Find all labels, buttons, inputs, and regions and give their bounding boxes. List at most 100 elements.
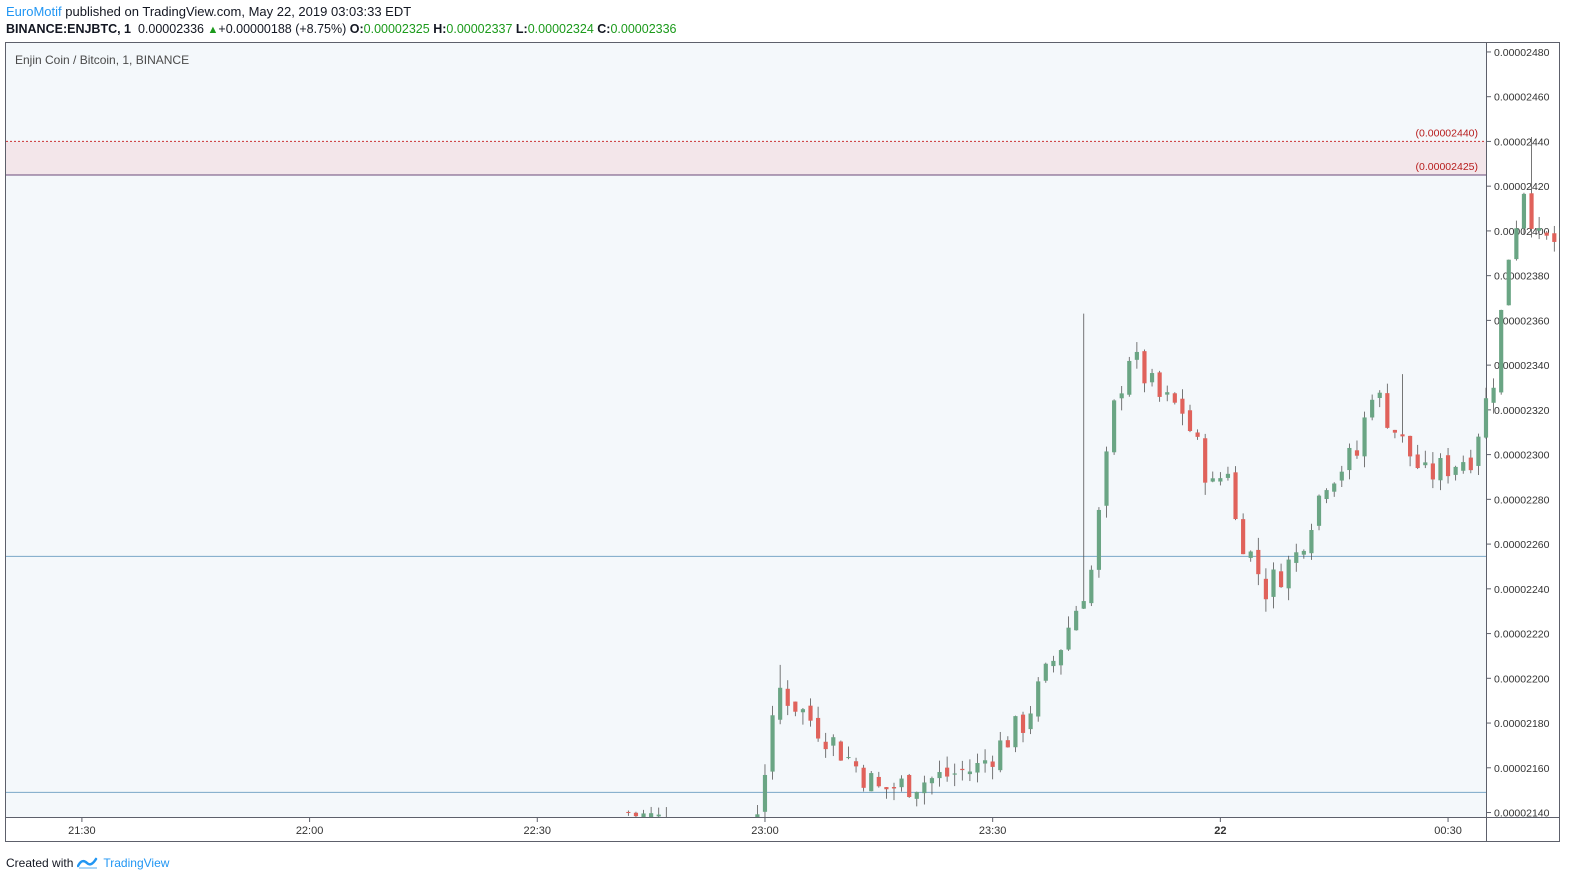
candle-down xyxy=(1187,410,1193,432)
candle-down xyxy=(1020,714,1026,733)
candle-down xyxy=(891,787,897,789)
candle-up xyxy=(1013,716,1018,748)
candle-up xyxy=(1112,400,1117,453)
candle-down xyxy=(1203,438,1208,483)
candle-up xyxy=(899,778,904,788)
price-tick-label: 0.00002460 xyxy=(1494,92,1550,104)
high-label: H: xyxy=(433,22,447,36)
candle-down xyxy=(990,761,995,767)
candle-up xyxy=(778,687,783,720)
price-tick-label: 0.00002420 xyxy=(1494,181,1550,193)
candle-up xyxy=(1286,559,1291,589)
candle-up xyxy=(1043,663,1048,681)
candle-down xyxy=(1195,432,1200,437)
candle-up xyxy=(952,773,957,775)
price-chart[interactable]: Enjin Coin / Bitcoin, 1, BINANCE (0.00002… xyxy=(5,42,1560,842)
candle-up xyxy=(922,782,927,794)
candle-up xyxy=(755,814,760,817)
time-tick-label: 23:30 xyxy=(979,825,1007,837)
candle-up xyxy=(1499,309,1504,393)
candle-down xyxy=(1385,393,1390,428)
symbol-ohlc-line: BINANCE:ENJBTC, 1 0.00002336 ▲+0.0000018… xyxy=(6,21,677,38)
candle-up xyxy=(656,814,661,817)
candle-up xyxy=(1521,193,1527,229)
time-tick-label: 22:00 xyxy=(296,825,324,837)
candle-up xyxy=(1248,551,1253,558)
candle-down xyxy=(1157,372,1162,397)
candle-up xyxy=(1028,713,1033,730)
price-change: +0.00000188 (+8.75%) xyxy=(218,22,347,36)
candle-down xyxy=(1544,232,1549,236)
candle-up xyxy=(1362,417,1367,457)
tradingview-brand-link[interactable]: TradingView xyxy=(103,856,170,870)
zone-bottom-label: (0.00002425) xyxy=(1416,161,1478,173)
candle-down xyxy=(960,768,965,771)
price-tick-label: 0.00002300 xyxy=(1494,450,1550,462)
candle-up xyxy=(1271,569,1276,597)
candle-up xyxy=(1309,530,1314,554)
candle-down xyxy=(838,741,843,761)
candle-up xyxy=(1225,473,1231,478)
candle-up xyxy=(1036,681,1041,717)
zone-top-label: (0.00002440) xyxy=(1416,127,1478,139)
candle-up xyxy=(1483,398,1489,438)
candle-up xyxy=(1514,228,1519,260)
candle-down xyxy=(1256,549,1261,575)
price-tick-label: 0.00002140 xyxy=(1494,808,1550,820)
candle-down xyxy=(853,761,859,767)
candle-down xyxy=(861,767,866,788)
candle-up xyxy=(1461,462,1466,471)
candle-down xyxy=(876,776,881,787)
candle-up xyxy=(1058,650,1064,666)
author-link[interactable]: EuroMotif xyxy=(6,4,62,19)
published-text: published on TradingView.com, May 22, 20… xyxy=(61,4,412,19)
candle-up xyxy=(1370,399,1375,418)
candle-up xyxy=(1089,569,1094,604)
candle-up xyxy=(1104,451,1109,506)
candle-down xyxy=(1415,454,1420,469)
price-tick-label: 0.00002160 xyxy=(1494,763,1550,775)
candle-down xyxy=(823,741,828,750)
candle-up xyxy=(762,774,768,812)
candle-down xyxy=(1278,571,1284,588)
up-triangle-icon: ▲ xyxy=(207,24,219,36)
close-value: 0.00002336 xyxy=(610,22,677,36)
candle-down xyxy=(1263,578,1268,600)
price-tick-label: 0.00002340 xyxy=(1494,360,1550,372)
time-tick-label: 22 xyxy=(1214,825,1226,837)
candle-down xyxy=(816,717,821,739)
candle-down xyxy=(1445,455,1451,477)
candle-up xyxy=(1074,610,1079,631)
open-value: 0.00002325 xyxy=(363,22,430,36)
candle-up xyxy=(770,715,775,772)
price-tick-label: 0.00002320 xyxy=(1494,405,1550,417)
candle-up xyxy=(937,772,942,779)
candle-down xyxy=(1408,435,1413,457)
symbol-label: BINANCE:ENJBTC, 1 xyxy=(6,22,132,36)
candle-up xyxy=(649,813,654,817)
candle-up xyxy=(1537,228,1542,231)
created-with-text: Created with xyxy=(6,856,74,870)
candle-up xyxy=(1506,259,1511,306)
price-tick-label: 0.00002220 xyxy=(1494,629,1550,641)
candle-up xyxy=(1491,387,1496,403)
price-tick-label: 0.00002240 xyxy=(1494,584,1550,596)
candle-up xyxy=(1423,462,1428,466)
candle-up xyxy=(1119,393,1124,399)
price-tick-label: 0.00002280 xyxy=(1494,494,1550,506)
candle-up xyxy=(846,757,851,759)
chart-frame: Enjin Coin / Bitcoin, 1, BINANCE (0.00002… xyxy=(5,42,1560,842)
footer: Created with TradingView xyxy=(6,856,169,870)
low-value: 0.00002324 xyxy=(527,22,594,36)
candle-down xyxy=(1529,193,1534,229)
time-tick-label: 00:30 xyxy=(1434,825,1462,837)
candle-down xyxy=(1400,434,1405,437)
candle-up xyxy=(1096,509,1102,570)
candle-down xyxy=(808,705,813,721)
candle-down xyxy=(1468,457,1473,471)
time-tick-label: 21:30 xyxy=(68,825,96,837)
candle-down xyxy=(1552,233,1557,242)
candle-up xyxy=(641,813,646,817)
candle-up xyxy=(1081,601,1086,609)
candle-up xyxy=(1438,458,1443,481)
